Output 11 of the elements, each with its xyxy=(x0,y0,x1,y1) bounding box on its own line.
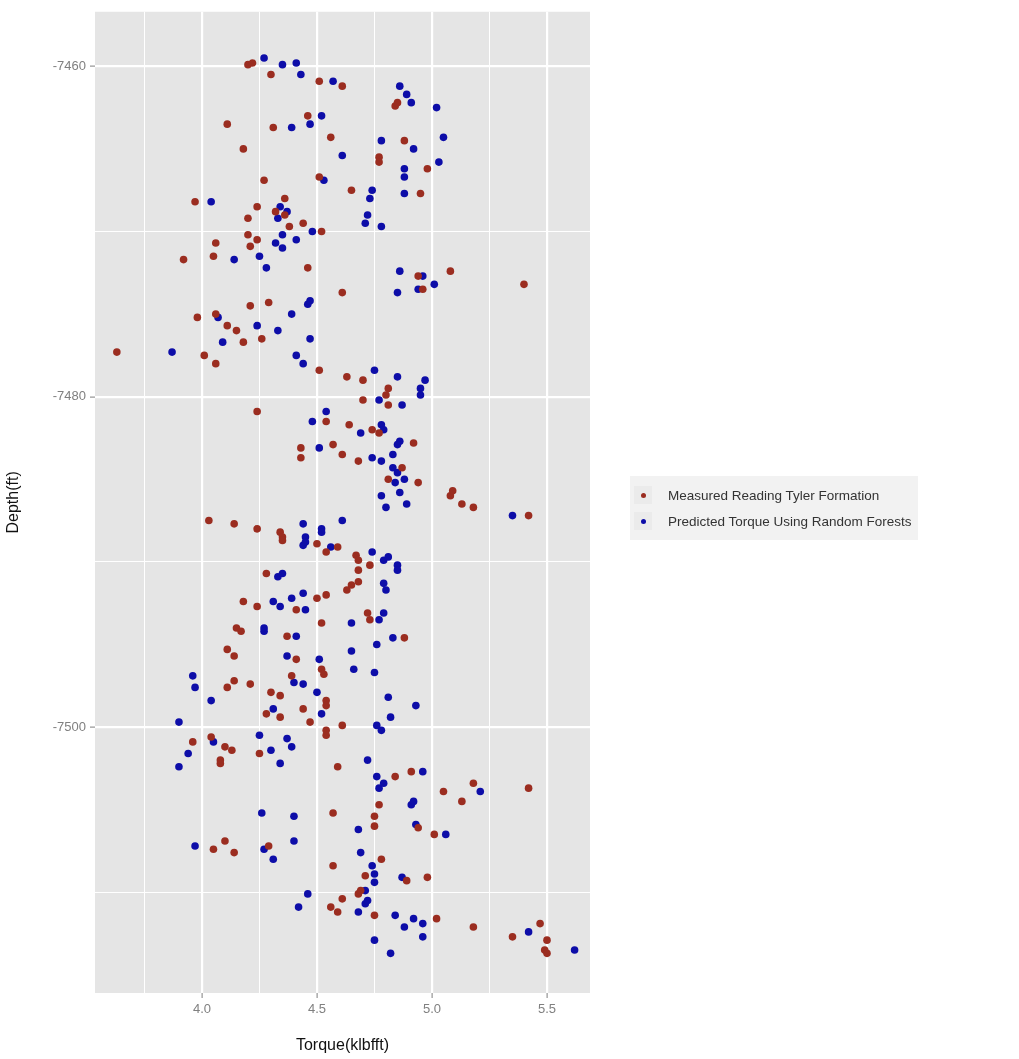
y-axis-title: Depth(ft) xyxy=(4,471,22,534)
x-tick-label: 5.5 xyxy=(537,1001,557,1017)
x-axis-title: Torque(klbfft) xyxy=(295,1035,390,1053)
y-tick-label: -7460 xyxy=(52,57,86,73)
x-tick-label: 5.0 xyxy=(422,1001,442,1017)
y-tick-label: -7480 xyxy=(52,388,86,404)
y-tick-label: -7500 xyxy=(52,718,86,734)
x-tick-label: 4.0 xyxy=(192,1001,211,1017)
x-tick-label: 4.5 xyxy=(307,1001,327,1017)
legend-label: Predicted Torque Using Random Forests xyxy=(668,513,912,529)
legend-label: Measured Reading Tyler Formation xyxy=(668,487,880,503)
